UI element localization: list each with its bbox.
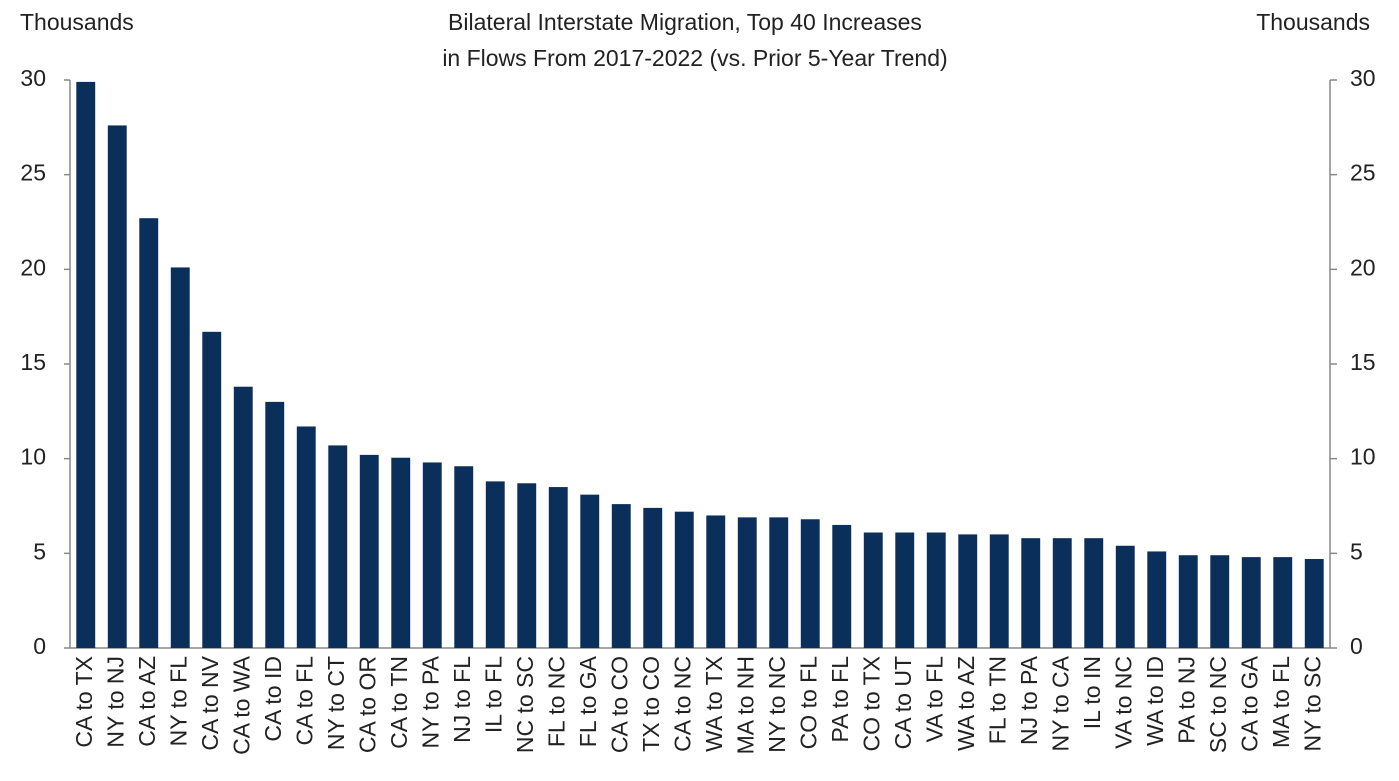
y2-tick-label: 15 [1350,349,1376,375]
x-tick-label: NY to CA [1047,655,1073,751]
x-tick-label: TX to CO [638,656,664,752]
bar [895,532,915,648]
bar [1052,538,1072,648]
bar [202,331,222,648]
x-tick-label: CA to TN [386,656,412,749]
bar [391,457,411,648]
x-tick-label: CO to TX [858,656,884,751]
bar [832,524,852,648]
bar [1273,557,1293,648]
x-tick-label: WA to ID [1142,656,1168,746]
y2-tick-label: 0 [1350,633,1363,659]
bar [139,218,159,649]
x-tick-label: NY to CT [323,656,349,750]
y2-tick-label: 10 [1350,444,1376,470]
x-tick-label: NC to SC [512,656,538,753]
y-tick-label: 10 [20,444,46,470]
x-tick-label: CA to FL [291,656,317,746]
y-tick-label: 25 [20,160,46,186]
x-tick-label: NY to FL [165,656,191,747]
y2-tick-label: 25 [1350,160,1376,186]
bar [1084,538,1104,648]
chart-title: in Flows From 2017-2022 (vs. Prior 5-Yea… [442,45,947,71]
x-tick-label: VA to NC [1110,656,1136,749]
bar [958,534,978,648]
y2-tick-label: 5 [1350,538,1363,564]
x-tick-label: CA to CO [606,656,632,753]
bar [359,454,379,648]
bar [1178,555,1198,648]
bar [170,267,190,648]
x-tick-label: NY to SC [1299,656,1325,751]
x-tick-label: PA to FL [827,656,853,743]
y-tick-label: 15 [20,349,46,375]
y-tick-label: 0 [33,633,46,659]
x-tick-label: FL to GA [575,655,601,747]
x-tick-label: IL to IN [1079,656,1105,729]
x-tick-label: MA to NH [732,656,758,754]
bar [706,515,726,648]
y-axis-label: Thousands [20,9,134,35]
x-tick-label: VA to FL [921,656,947,743]
bar [989,534,1009,648]
bar [76,81,96,649]
bar [674,511,694,648]
bar [643,507,663,648]
x-tick-label: FL to TN [984,656,1010,744]
bar [580,494,600,648]
x-tick-label: NY to NJ [102,656,128,748]
y-tick-label: 5 [33,538,46,564]
x-tick-label: CA to NV [197,655,223,750]
bar [422,462,442,648]
x-tick-label: NJ to PA [1016,655,1042,745]
y2-axis-label: Thousands [1256,9,1370,35]
bar [1210,555,1230,648]
y2-tick-label: 30 [1350,65,1376,91]
bar [737,517,757,648]
bar [233,386,253,648]
bar [265,401,285,648]
x-tick-label: CA to TX [71,656,97,748]
bar [517,483,537,648]
x-tick-label: NY to NC [764,656,790,753]
x-tick-label: IL to FL [480,656,506,733]
bar [107,125,127,648]
bar [926,532,946,648]
x-tick-label: FL to NC [543,656,569,747]
x-tick-label: WA to TX [701,656,727,752]
x-tick-label: CA to GA [1236,655,1262,752]
bar [328,445,348,648]
x-tick-label: MA to FL [1268,656,1294,748]
bar [1147,551,1167,648]
bar [863,532,883,648]
bar [769,517,789,648]
x-tick-label: CA to UT [890,656,916,749]
x-tick-label: CA to NC [669,656,695,752]
x-tick-label: CO to FL [795,656,821,750]
bar [485,481,505,648]
bar [1241,557,1261,648]
x-tick-label: CA to ID [260,656,286,742]
x-tick-label: CA to AZ [134,656,160,747]
x-tick-label: PA to NJ [1173,656,1199,744]
bar [1304,559,1324,648]
bar [296,426,316,648]
bar [800,519,820,648]
bar [611,504,631,648]
x-tick-label: NY to PA [417,655,443,748]
y2-tick-label: 20 [1350,254,1376,280]
x-tick-label: CA to OR [354,656,380,753]
bar [548,487,568,648]
bar [454,466,474,648]
x-tick-label: NJ to FL [449,656,475,743]
y-tick-label: 30 [20,65,46,91]
x-tick-label: SC to NC [1205,656,1231,753]
y-tick-label: 20 [20,254,46,280]
x-tick-label: CA to WA [228,655,254,754]
bar [1021,538,1041,648]
chart-title: Bilateral Interstate Migration, Top 40 I… [448,9,922,35]
x-tick-label: WA to AZ [953,656,979,751]
bar [1115,545,1135,648]
